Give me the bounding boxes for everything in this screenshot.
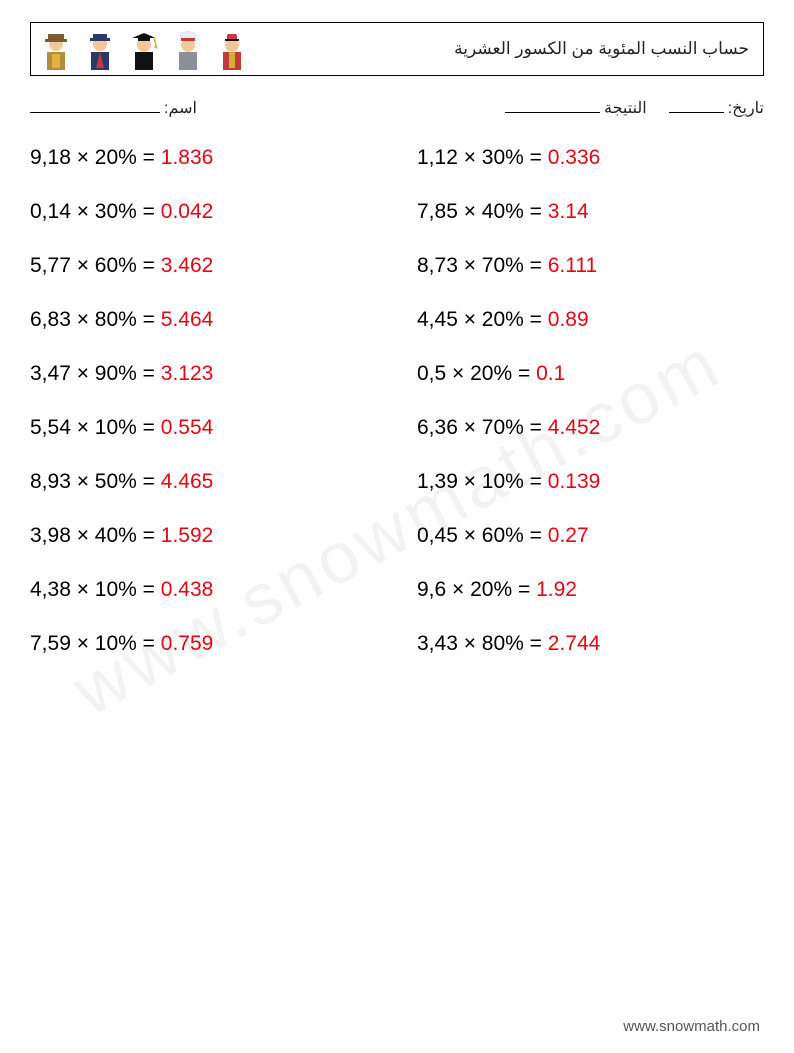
- problem-expr: 1,12 × 30% =: [417, 146, 548, 169]
- person-icon: [85, 28, 115, 70]
- problem-row: 4,38 × 10% = 0.438: [30, 578, 377, 602]
- problem-answer: 1.592: [161, 524, 214, 547]
- problem-expr: 9,18 × 20% =: [30, 146, 161, 169]
- problem-expr: 7,85 × 40% =: [417, 200, 548, 223]
- problem-expr: 8,73 × 70% =: [417, 254, 548, 277]
- problem-row: 7,59 × 10% = 0.759: [30, 632, 377, 656]
- problem-row: 8,73 × 70% = 6.111: [417, 254, 764, 278]
- problem-expr: 5,77 × 60% =: [30, 254, 161, 277]
- problem-expr: 8,93 × 50% =: [30, 470, 161, 493]
- problem-row: 6,83 × 80% = 5.464: [30, 308, 377, 332]
- problem-answer: 3.123: [161, 362, 214, 385]
- problem-row: 5,54 × 10% = 0.554: [30, 416, 377, 440]
- problem-answer: 1.92: [536, 578, 577, 601]
- problem-row: 4,45 × 20% = 0.89: [417, 308, 764, 332]
- problem-row: 3,47 × 90% = 3.123: [30, 362, 377, 386]
- problem-expr: 0,5 × 20% =: [417, 362, 536, 385]
- name-label: اسم:: [164, 98, 197, 118]
- problem-expr: 9,6 × 20% =: [417, 578, 536, 601]
- date-label: تاريخ:: [728, 98, 764, 118]
- problem-answer: 2.744: [548, 632, 601, 655]
- footer-url: www.snowmath.com: [623, 1018, 760, 1035]
- meta-row: تاريخ: النتيجة اسم:: [30, 98, 764, 118]
- problem-row: 0,14 × 30% = 0.042: [30, 200, 377, 224]
- problem-expr: 3,43 × 80% =: [417, 632, 548, 655]
- problems-grid: 9,18 × 20% = 1.836 0,14 × 30% = 0.042 5,…: [30, 146, 764, 656]
- date-blank[interactable]: [669, 98, 724, 113]
- problem-expr: 1,39 × 10% =: [417, 470, 548, 493]
- problem-row: 0,5 × 20% = 0.1: [417, 362, 764, 386]
- header-box: حساب النسب المئوية من الكسور العشرية: [30, 22, 764, 76]
- meta-name: اسم:: [30, 98, 197, 118]
- problem-row: 1,12 × 30% = 0.336: [417, 146, 764, 170]
- problem-expr: 0,45 × 60% =: [417, 524, 548, 547]
- problem-expr: 6,36 × 70% =: [417, 416, 548, 439]
- problem-answer: 0.1: [536, 362, 565, 385]
- person-icon: [173, 28, 203, 70]
- problem-answer: 4.452: [548, 416, 601, 439]
- worksheet-page: حساب النسب المئوية من الكسور العشرية تار…: [0, 0, 794, 656]
- problem-answer: 1.836: [161, 146, 214, 169]
- problem-expr: 0,14 × 30% =: [30, 200, 161, 223]
- problem-answer: 4.465: [161, 470, 214, 493]
- problem-row: 9,18 × 20% = 1.836: [30, 146, 377, 170]
- problem-row: 0,45 × 60% = 0.27: [417, 524, 764, 548]
- person-icon: [217, 28, 247, 70]
- problem-answer: 6.111: [548, 254, 597, 277]
- problem-expr: 4,45 × 20% =: [417, 308, 548, 331]
- problem-answer: 0.89: [548, 308, 589, 331]
- problem-row: 5,77 × 60% = 3.462: [30, 254, 377, 278]
- problem-expr: 7,59 × 10% =: [30, 632, 161, 655]
- score-blank[interactable]: [505, 98, 600, 113]
- problem-row: 3,43 × 80% = 2.744: [417, 632, 764, 656]
- problem-expr: 6,83 × 80% =: [30, 308, 161, 331]
- people-icons-row: [41, 28, 247, 70]
- problem-answer: 5.464: [161, 308, 214, 331]
- worksheet-title: حساب النسب المئوية من الكسور العشرية: [454, 39, 749, 59]
- problem-row: 3,98 × 40% = 1.592: [30, 524, 377, 548]
- person-icon: [41, 28, 71, 70]
- problem-row: 8,93 × 50% = 4.465: [30, 470, 377, 494]
- problem-row: 7,85 × 40% = 3.14: [417, 200, 764, 224]
- problem-expr: 3,98 × 40% =: [30, 524, 161, 547]
- problem-answer: 0.554: [161, 416, 214, 439]
- problem-answer: 3.462: [161, 254, 214, 277]
- problem-answer: 0.438: [161, 578, 214, 601]
- problem-expr: 5,54 × 10% =: [30, 416, 161, 439]
- problem-expr: 4,38 × 10% =: [30, 578, 161, 601]
- problem-answer: 0.042: [161, 200, 214, 223]
- problem-answer: 0.27: [548, 524, 589, 547]
- problems-col-right: 1,12 × 30% = 0.336 7,85 × 40% = 3.14 8,7…: [417, 146, 764, 656]
- score-label: النتيجة: [604, 98, 647, 118]
- problem-answer: 3.14: [548, 200, 589, 223]
- problem-answer: 0.336: [548, 146, 601, 169]
- problem-row: 1,39 × 10% = 0.139: [417, 470, 764, 494]
- problems-col-left: 9,18 × 20% = 1.836 0,14 × 30% = 0.042 5,…: [30, 146, 377, 656]
- problem-expr: 3,47 × 90% =: [30, 362, 161, 385]
- name-blank[interactable]: [30, 98, 160, 113]
- meta-date-score: تاريخ: النتيجة: [505, 98, 764, 118]
- person-icon: [129, 28, 159, 70]
- problem-row: 9,6 × 20% = 1.92: [417, 578, 764, 602]
- problem-answer: 0.139: [548, 470, 601, 493]
- problem-answer: 0.759: [161, 632, 214, 655]
- problem-row: 6,36 × 70% = 4.452: [417, 416, 764, 440]
